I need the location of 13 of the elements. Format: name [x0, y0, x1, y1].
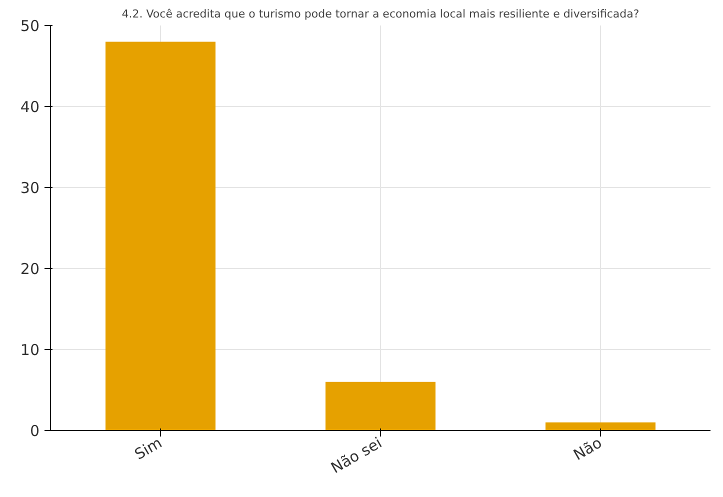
x-tick-label: Não	[570, 434, 606, 464]
bar	[326, 382, 436, 430]
y-tick-label: 40	[20, 98, 40, 116]
x-tick-label: Não sei	[328, 434, 386, 478]
x-tick-label: Sim	[131, 434, 166, 464]
y-tick-label: 0	[30, 422, 40, 440]
chart-title: 4.2. Você acredita que o turismo pode tornar a economia local mais resiliente e diversificada?	[122, 8, 640, 20]
y-tick-label: 10	[20, 341, 40, 359]
y-tick-label: 50	[20, 17, 40, 35]
y-tick-label: 20	[20, 260, 40, 278]
bar	[546, 422, 656, 430]
y-tick-label: 30	[20, 179, 40, 197]
bar	[106, 42, 216, 430]
